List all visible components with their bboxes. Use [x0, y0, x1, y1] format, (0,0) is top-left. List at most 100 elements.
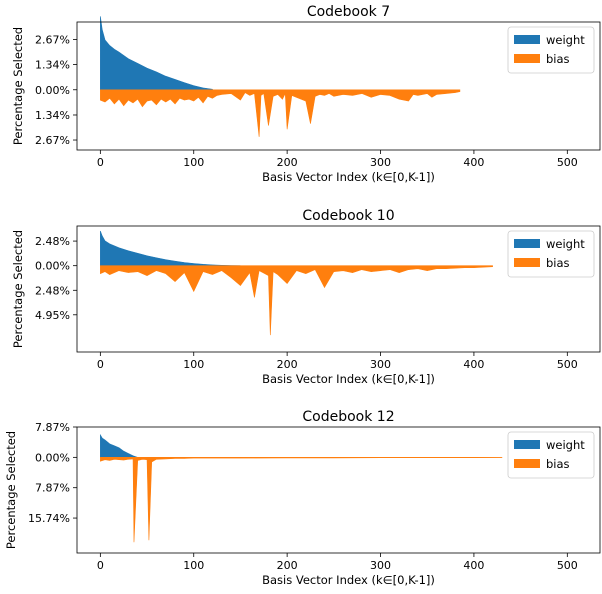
axes-frame [76, 21, 601, 151]
legend-swatch-weight [514, 440, 540, 449]
subplot-2: 0 100 200 300 400 500 2.48% 0.00% 2.48% 4.95% Code… [11, 208, 601, 386]
legend-swatch-bias [514, 54, 540, 63]
y-tick-label: 2.67% [35, 134, 70, 147]
legend-label-bias: bias [546, 256, 570, 270]
y-tick-label: 2.48% [35, 284, 70, 297]
x-tick-label: 400 [463, 559, 484, 572]
legend-label-weight: weight [546, 438, 585, 452]
y-tick: 1.34% [35, 59, 77, 72]
y-tick-label: 15.74% [28, 512, 70, 525]
x-tick-label: 100 [183, 156, 204, 169]
x-tick: 0 [97, 352, 104, 371]
x-tick-label: 200 [277, 156, 298, 169]
x-tick: 0 [97, 150, 104, 169]
y-tick-label: 7.87% [35, 421, 70, 434]
x-tick-label: 0 [97, 559, 104, 572]
subplot-title: Codebook 10 [302, 208, 394, 224]
y-tick-label: 1.34% [35, 109, 70, 122]
legend-label-weight: weight [546, 33, 585, 47]
x-tick: 400 [463, 553, 484, 572]
legend-label-bias: bias [546, 457, 570, 471]
y-tick: 2.48% [35, 235, 77, 248]
legend: weight bias [507, 26, 595, 74]
bias-series-area [100, 89, 461, 137]
subplot-title: Codebook 12 [302, 409, 394, 425]
legend-swatch-bias [514, 258, 540, 267]
x-tick: 0 [97, 553, 104, 572]
y-tick-label: 2.48% [35, 235, 70, 248]
x-tick: 100 [183, 150, 204, 169]
x-tick-label: 100 [183, 559, 204, 572]
y-tick-label: 0.00% [35, 260, 70, 273]
x-axis-label: Basis Vector Index (k∈[0,K-1]) [262, 372, 435, 386]
y-axis-label: Percentage Selected [11, 27, 25, 145]
x-tick: 300 [370, 352, 391, 371]
y-tick-label: 1.34% [35, 59, 70, 72]
legend: weight bias [507, 230, 595, 278]
x-tick-label: 500 [557, 358, 578, 371]
y-tick: 0.00% [35, 451, 77, 464]
x-tick-label: 200 [277, 358, 298, 371]
x-tick: 400 [463, 352, 484, 371]
x-tick-label: 0 [97, 358, 104, 371]
y-tick: 0.00% [35, 260, 77, 273]
subplot-1: 0 100 200 300 400 500 2.67% 1.34% 0.00% 1.34% 2.67… [11, 4, 601, 184]
x-tick: 100 [183, 553, 204, 572]
legend-swatch-weight [514, 239, 540, 248]
weight-series-area [100, 230, 241, 266]
y-tick: 7.87% [35, 482, 77, 495]
x-tick-label: 200 [277, 559, 298, 572]
y-tick-label: 4.95% [35, 309, 70, 322]
x-tick-label: 300 [370, 559, 391, 572]
y-tick: 2.67% [35, 34, 77, 47]
y-tick: 15.74% [28, 512, 77, 525]
bias-series-area [100, 457, 503, 543]
x-tick: 200 [277, 150, 298, 169]
subplot-title: Codebook 7 [307, 4, 390, 20]
x-tick: 500 [557, 352, 578, 371]
y-tick: 4.95% [35, 309, 77, 322]
legend-swatch-bias [514, 459, 540, 468]
x-tick: 400 [463, 150, 484, 169]
x-tick: 200 [277, 553, 298, 572]
y-axis-label: Percentage Selected [4, 431, 18, 549]
x-tick: 500 [557, 553, 578, 572]
legend-label-weight: weight [546, 237, 585, 251]
axes-frame [76, 225, 601, 353]
y-tick-label: 0.00% [35, 84, 70, 97]
legend-swatch-weight [514, 35, 540, 44]
bias-series-area [100, 265, 493, 336]
x-tick: 100 [183, 352, 204, 371]
x-tick-label: 100 [183, 358, 204, 371]
x-axis-label: Basis Vector Index (k∈[0,K-1]) [262, 170, 435, 184]
x-tick-label: 500 [557, 559, 578, 572]
legend-label-bias: bias [546, 52, 570, 66]
x-tick: 300 [370, 150, 391, 169]
x-tick-label: 0 [97, 156, 104, 169]
y-tick-label: 7.87% [35, 482, 70, 495]
x-tick-label: 400 [463, 156, 484, 169]
x-tick: 500 [557, 150, 578, 169]
y-tick: 1.34% [35, 109, 77, 122]
x-tick-label: 300 [370, 156, 391, 169]
y-tick-label: 0.00% [35, 451, 70, 464]
y-tick: 2.67% [35, 134, 77, 147]
weight-series-area [100, 433, 138, 458]
x-tick-label: 400 [463, 358, 484, 371]
axes-frame [76, 426, 601, 554]
x-axis-label: Basis Vector Index (k∈[0,K-1]) [262, 573, 435, 587]
x-tick-label: 300 [370, 358, 391, 371]
y-tick: 7.87% [35, 421, 77, 434]
x-tick-label: 500 [557, 156, 578, 169]
y-axis-label: Percentage Selected [11, 230, 25, 348]
subplot-3: 0 100 200 300 400 500 7.87% 0.00% 7.87% 15.74% Cod… [4, 409, 601, 587]
legend: weight bias [507, 431, 595, 479]
y-tick-label: 2.67% [35, 34, 70, 47]
x-tick: 300 [370, 553, 391, 572]
x-tick: 200 [277, 352, 298, 371]
y-tick: 2.48% [35, 284, 77, 297]
y-tick: 0.00% [35, 84, 77, 97]
weight-series-area [100, 16, 213, 91]
